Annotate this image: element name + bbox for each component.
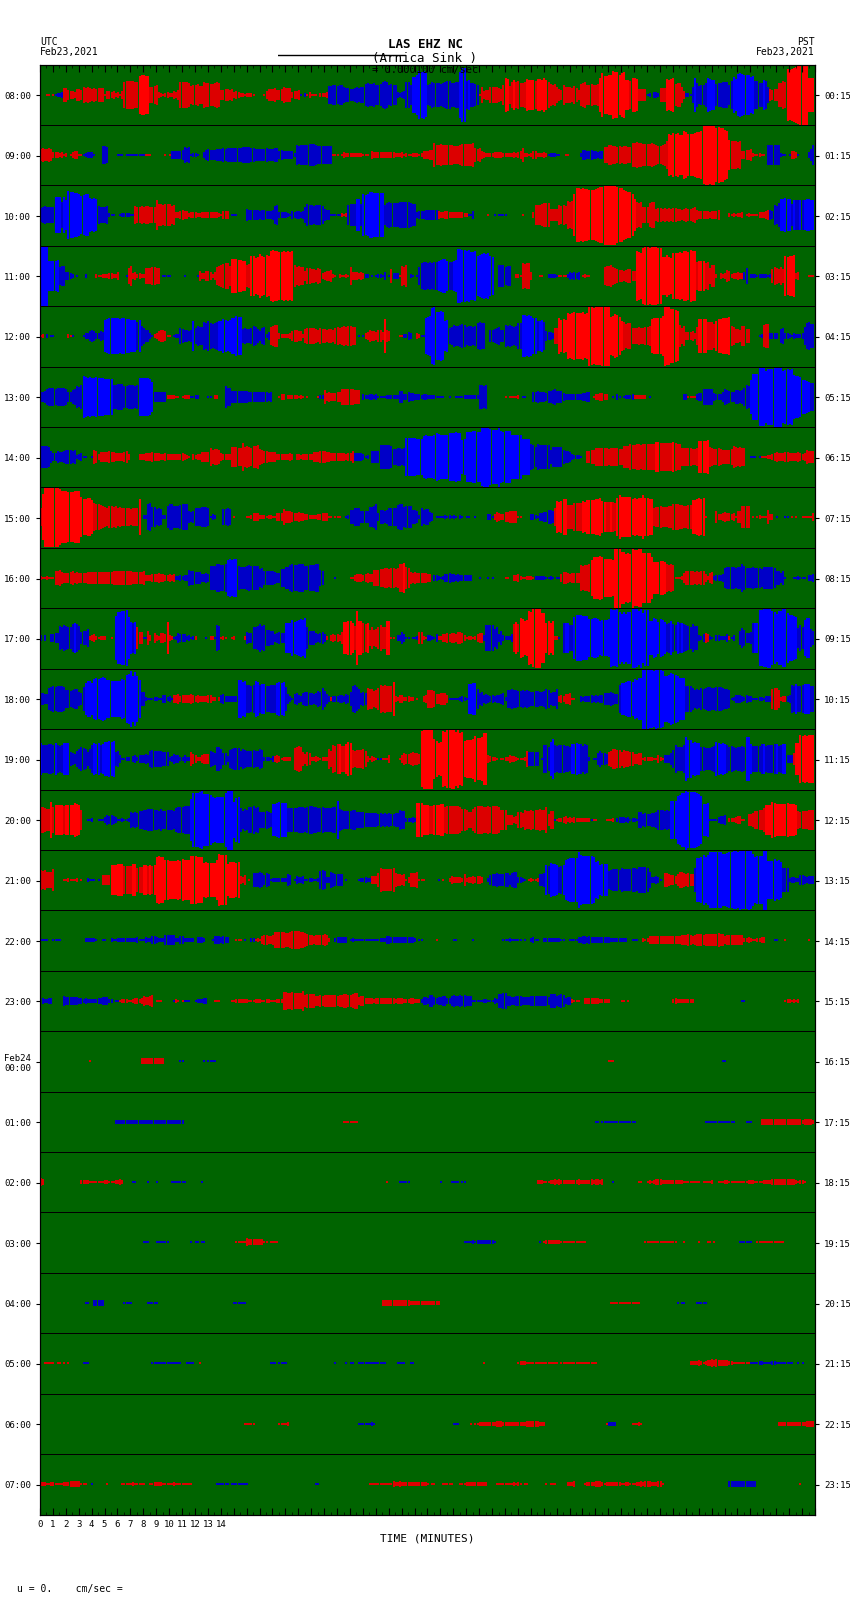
Text: = 0.000100 cm/sec: = 0.000100 cm/sec xyxy=(371,65,478,74)
Text: LAS EHZ NC: LAS EHZ NC xyxy=(388,37,462,52)
Text: Feb23,2021: Feb23,2021 xyxy=(40,47,99,56)
Text: (Arnica Sink ): (Arnica Sink ) xyxy=(372,52,478,65)
Text: Feb23,2021: Feb23,2021 xyxy=(756,47,815,56)
Text: u = 0.    cm/sec =: u = 0. cm/sec = xyxy=(17,1584,122,1594)
Text: PST: PST xyxy=(797,37,815,47)
Text: UTC: UTC xyxy=(40,37,58,47)
X-axis label: TIME (MINUTES): TIME (MINUTES) xyxy=(380,1532,475,1544)
